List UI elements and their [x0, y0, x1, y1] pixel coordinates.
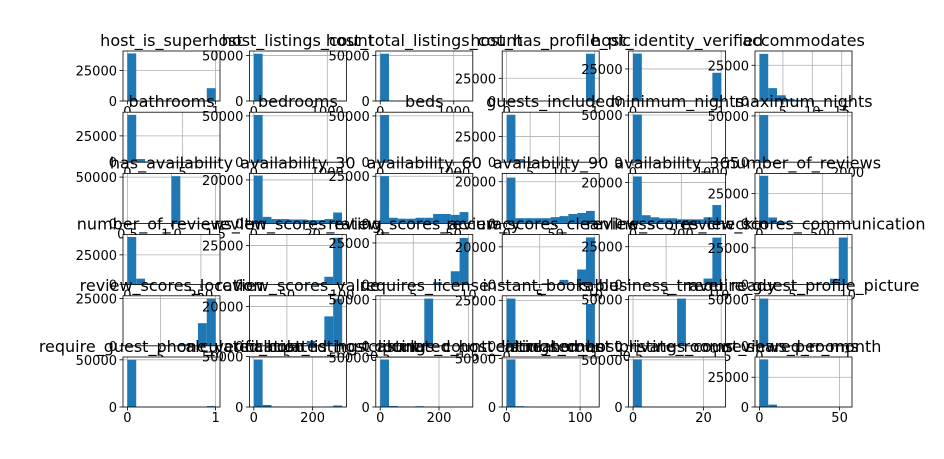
y-tick-label: 20000 [202, 174, 243, 189]
y-tick-label: 25000 [581, 63, 622, 78]
subplot-title: availability_90 [493, 153, 608, 173]
bar [254, 360, 263, 407]
bar [507, 359, 516, 407]
x-tick-label: 0 [755, 411, 763, 426]
bar [759, 359, 768, 407]
y-tick-label: 25000 [76, 130, 117, 145]
y-tick-label: 50000 [708, 294, 749, 309]
y-tick-label: 25000 [455, 294, 496, 309]
x-tick-label: 0 [629, 411, 637, 426]
subplot-title: require_guest_profile_picture [687, 276, 919, 296]
y-tick-label: 50000 [76, 354, 117, 369]
y-tick-label: 25000 [76, 293, 117, 308]
y-tick-label: 50000 [581, 109, 622, 124]
subplot-title: maximum_nights [734, 92, 872, 112]
x-tick-label: 0 [250, 411, 258, 426]
x-tick-label: 0 [123, 411, 131, 426]
bar [127, 360, 136, 407]
y-tick-label: 50000 [581, 354, 622, 369]
y-tick-label: 20000 [455, 176, 496, 191]
y-tick-label: 20000 [455, 241, 496, 256]
bar [380, 54, 389, 101]
y-tick-label: 25000 [202, 240, 243, 255]
x-tick-label: 1 [211, 411, 219, 426]
y-tick-label: 0 [109, 95, 117, 110]
subplot-title: number_of_reviews [726, 153, 881, 173]
x-tick-label: 50 [831, 411, 848, 426]
y-tick-label: 50000 [328, 50, 369, 65]
y-tick-label: 25000 [328, 237, 369, 252]
axes-background [755, 357, 852, 407]
subplot-title: requires_license [360, 276, 489, 296]
x-tick-label: 0 [502, 411, 510, 426]
y-tick-label: 25000 [708, 371, 749, 386]
x-tick-label: 200 [427, 411, 452, 426]
y-tick-label: 0 [235, 401, 243, 416]
y-tick-label: 25000 [76, 65, 117, 80]
y-tick-label: 25000 [581, 241, 622, 256]
y-tick-label: 0 [614, 401, 622, 416]
y-tick-label: 0 [109, 401, 117, 416]
y-tick-label: 25000 [455, 130, 496, 145]
y-tick-label: 50000 [328, 110, 369, 125]
bar [633, 359, 642, 407]
y-tick-label: 50000 [202, 110, 243, 125]
y-tick-label: 25000 [455, 72, 496, 87]
y-tick-label: 25000 [328, 170, 369, 185]
y-tick-label: 25000 [76, 249, 117, 264]
y-tick-label: 50000 [581, 294, 622, 309]
y-tick-label: 0 [741, 401, 749, 416]
y-tick-label: 0 [488, 401, 496, 416]
subplot-title: bedrooms [258, 92, 338, 111]
x-tick-label: 0 [376, 411, 384, 426]
y-tick-label: 25000 [708, 59, 749, 74]
y-tick-label: 25000 [708, 242, 749, 257]
subplot-title: reviews_per_month [726, 337, 882, 357]
y-tick-label: 20000 [581, 177, 622, 192]
y-tick-label: 0 [362, 95, 370, 110]
y-tick-label: 20000 [202, 301, 243, 316]
y-tick-label: 0 [235, 95, 243, 110]
x-tick-label: 20 [695, 411, 712, 426]
y-tick-label: 50000 [708, 110, 749, 125]
y-tick-label: 50000 [328, 294, 369, 309]
y-tick-label: 0 [362, 401, 370, 416]
subplot-title: accommodates [742, 31, 865, 50]
subplot-title: review_scores_communication [682, 215, 926, 235]
subplot-title: availability_365 [614, 153, 740, 173]
y-tick-label: 50000 [76, 171, 117, 186]
bar [380, 359, 389, 407]
x-tick-label: 200 [300, 411, 325, 426]
subplot-title: host_identity_verified [591, 31, 763, 51]
subplot-title: has_availability [110, 153, 233, 173]
subplot-title: beds [405, 92, 444, 111]
subplot-title: bathrooms [128, 92, 214, 111]
y-tick-label: 25000 [708, 188, 749, 203]
subplot-title: availability_60 [367, 153, 482, 173]
x-tick-label: 100 [568, 411, 593, 426]
y-tick-label: 50000 [202, 50, 243, 65]
